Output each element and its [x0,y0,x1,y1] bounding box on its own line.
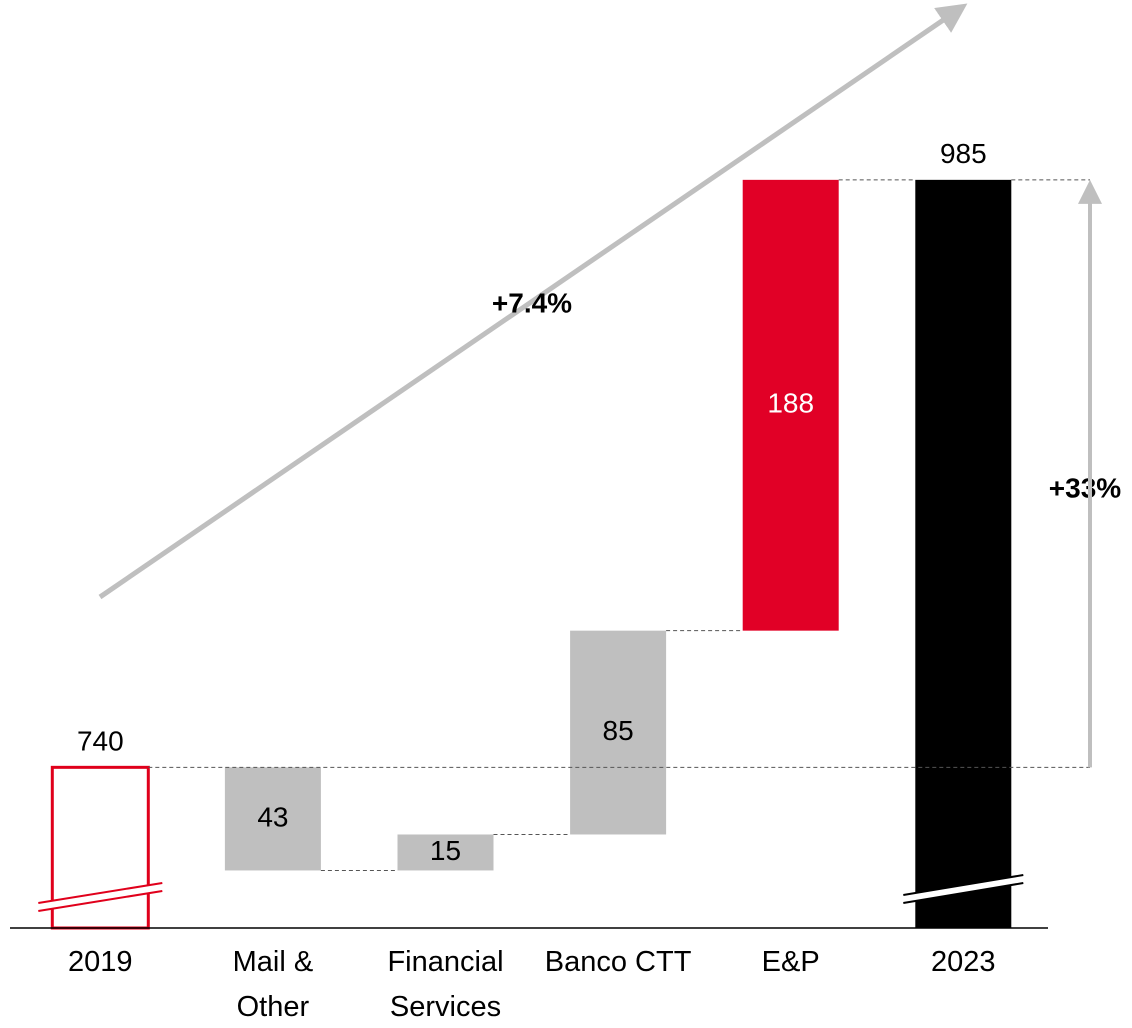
value-label: 985 [940,138,987,169]
cagr-arrow [98,3,968,600]
bar [742,179,839,631]
category-label: 2023 [931,946,996,978]
axis-break-line [903,882,1024,904]
axis-break [903,875,1024,903]
category-label: Financial Services [387,946,504,1023]
category-label: 2019 [68,946,133,978]
value-label: 740 [77,726,124,757]
axis-break-line [903,874,1024,896]
value-label: 15 [430,835,461,866]
value-label: 43 [257,801,288,832]
value-label: 188 [767,388,814,419]
bar [570,630,667,835]
category-label: Mail & Other [232,946,314,1023]
cagr-label: +7.4% [492,287,572,318]
category-label: Banco CTT [544,946,692,978]
value-label: 85 [603,715,634,746]
category-label: E&P [761,946,820,978]
axis-break [38,883,163,911]
bar [915,179,1012,928]
axis-break-line [38,890,163,912]
bar [224,767,321,871]
bar [397,834,494,871]
axis-break-line [38,882,163,904]
growth-label: +33% [1049,472,1121,503]
